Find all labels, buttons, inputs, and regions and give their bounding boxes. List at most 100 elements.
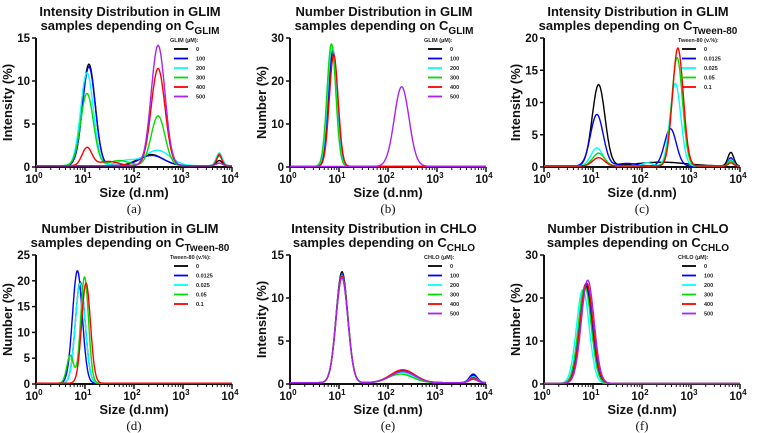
x-tick-base: 10 [25,391,38,403]
legend-label: 0 [704,47,707,53]
x-tick-base: 10 [729,391,742,403]
y-tick-label: 20 [17,276,30,288]
y-tick-label: 5 [24,353,31,365]
x-tick-base: 10 [475,174,488,186]
series-line-0.0125 [544,113,740,167]
x-tick-label: 103 [426,171,444,186]
y-axis-label: Intensity (%) [254,281,269,358]
chart-title-subscript: GLIM [448,26,473,37]
x-tick-label: 100 [279,171,297,186]
chart-title-subscript: CHLO [447,243,476,254]
series-line-0 [544,83,741,167]
legend-label: 0 [196,264,199,270]
x-tick-label: 100 [279,388,297,403]
x-tick-exponent: 4 [742,171,747,180]
x-tick-base: 10 [426,391,439,403]
legend-label: 400 [450,85,459,91]
y-axis-label: Intensity (%) [0,64,15,141]
y-tick-label: 0 [532,162,538,174]
x-tick-exponent: 3 [439,171,444,180]
x-tick-exponent: 0 [38,171,43,180]
x-tick-exponent: 3 [439,388,444,397]
chart-title-subscript: Tween-80 [693,26,738,37]
y-tick-label: 15 [525,65,538,77]
x-tick-label: 100 [533,388,551,403]
legend-label: 0 [704,264,707,270]
series-line-400 [36,67,232,167]
chart-title-subscript: CHLO [701,243,730,254]
series-line-200 [290,44,486,168]
legend-title: GLIM (µM): [170,38,199,44]
chart-title-line2: samples depending on CTween-80 [31,235,230,254]
y-axis-label: Intensity (%) [508,64,523,141]
x-tick-base: 10 [377,391,390,403]
x-tick-base: 10 [377,174,390,186]
legend-label: 300 [450,76,459,82]
x-tick-exponent: 0 [292,388,297,397]
x-tick-exponent: 2 [390,388,395,397]
x-tick-base: 10 [680,174,693,186]
legend-label: 0.1 [196,302,204,308]
series-line-100 [290,273,487,384]
legend-label: 500 [196,95,205,101]
x-tick-base: 10 [729,174,742,186]
series-line-0.1 [544,46,740,167]
legend-label: 500 [450,95,459,101]
chart-title-line1: Number Distribution in GLIM [296,4,473,19]
x-tick-base: 10 [533,391,546,403]
x-tick-exponent: 4 [234,171,239,180]
x-tick-label: 102 [377,388,395,403]
y-tick-label: 10 [271,293,284,305]
chart-title-subscript: GLIM [194,26,219,37]
y-tick-label: 15 [17,33,30,45]
chart-title-line2-text: samples depending on C [295,18,449,33]
x-tick-base: 10 [426,174,439,186]
legend-label: 0.0125 [704,57,721,63]
chart-title-line1: Intensity Distribution in GLIM [547,4,728,19]
series-line-0.1 [36,282,232,384]
panel-label: (a) [127,201,141,216]
legend-label: 0.05 [704,76,715,82]
chart-title-line2: samples depending on CCHLO [293,235,475,254]
legend-label: 400 [450,302,459,308]
y-tick-label: 30 [525,250,538,262]
x-tick-label: 101 [328,171,346,186]
x-tick-exponent: 1 [341,171,346,180]
legend-label: 300 [704,293,713,299]
series-line-0.05 [544,56,740,167]
y-tick-label: 0 [24,379,30,391]
y-tick-label: 10 [17,327,30,339]
x-tick-label: 103 [680,388,698,403]
x-tick-base: 10 [221,174,234,186]
x-axis-label: Size (d.nm) [607,185,676,200]
y-tick-label: 5 [278,336,285,348]
y-tick-label: 0 [532,379,538,391]
x-tick-label: 100 [25,171,43,186]
legend-label: 200 [196,66,205,72]
x-tick-label: 104 [221,171,239,186]
legend-label: 300 [450,293,459,299]
legend-title: Tween-80 (v.%): [170,255,211,261]
x-tick-label: 102 [377,171,395,186]
y-tick-label: 25 [17,250,30,262]
legend-label: 500 [704,312,713,318]
x-tick-exponent: 4 [742,388,747,397]
panel-label: (e) [381,418,395,433]
x-tick-base: 10 [123,174,136,186]
x-axis-label: Size (d.nm) [607,402,676,417]
x-tick-label: 102 [631,171,649,186]
legend-title: GLIM (µM): [424,38,453,44]
x-tick-exponent: 3 [693,388,698,397]
x-tick-exponent: 4 [488,171,493,180]
chart-title-line2-text: samples depending on C [539,18,693,33]
chart-title-line2-text: samples depending on C [293,235,447,250]
panel-label: (d) [126,418,141,433]
y-tick-label: 10 [525,336,538,348]
chart-title-line1: Number Distribution in GLIM [42,221,219,236]
x-tick-exponent: 3 [693,171,698,180]
